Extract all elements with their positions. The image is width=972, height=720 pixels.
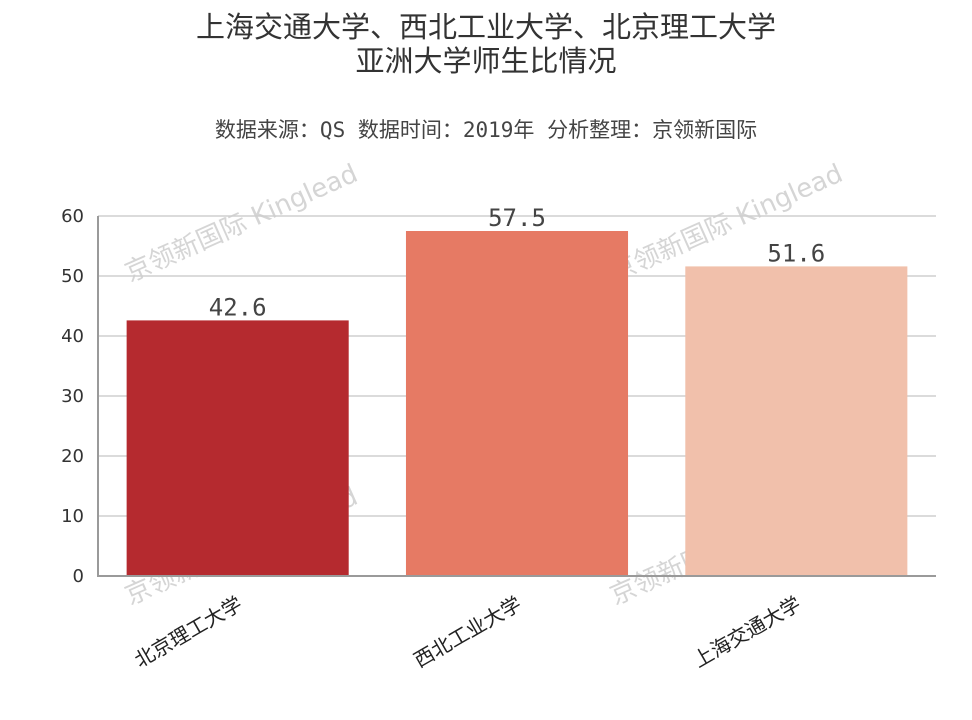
bar-value-label: 51.6: [767, 239, 825, 267]
watermark-text: 京领新国际 Kinglead: [121, 159, 363, 289]
bar-2: [405, 231, 629, 576]
y-tick-label: 40: [61, 326, 84, 347]
y-tick-label: 20: [61, 446, 84, 467]
y-tick-label: 60: [61, 206, 84, 227]
y-tick-label: 50: [61, 266, 84, 287]
x-category-label: 上海交通大学: [689, 592, 805, 673]
y-tick-label: 0: [73, 566, 84, 587]
bar-3: [685, 266, 908, 576]
bars: [126, 231, 908, 576]
axes: [97, 216, 936, 577]
x-category-label: 西北工业大学: [410, 592, 526, 673]
bar-value-label: 57.5: [488, 204, 546, 232]
bar-1: [126, 320, 349, 576]
y-tick-label: 30: [61, 386, 84, 407]
y-tick-label: 10: [61, 506, 84, 527]
chart-title-line-2: 亚洲大学师生比情况: [355, 44, 617, 78]
chart-title-line-1: 上海交通大学、西北工业大学、北京理工大学: [195, 10, 776, 44]
chart-title: 上海交通大学、西北工业大学、北京理工大学 亚洲大学师生比情况: [0, 10, 972, 78]
bar-value-label: 42.6: [209, 293, 267, 321]
chart-subtitle: 数据来源：QS 数据时间：2019年 分析整理：京领新国际: [214, 118, 758, 142]
